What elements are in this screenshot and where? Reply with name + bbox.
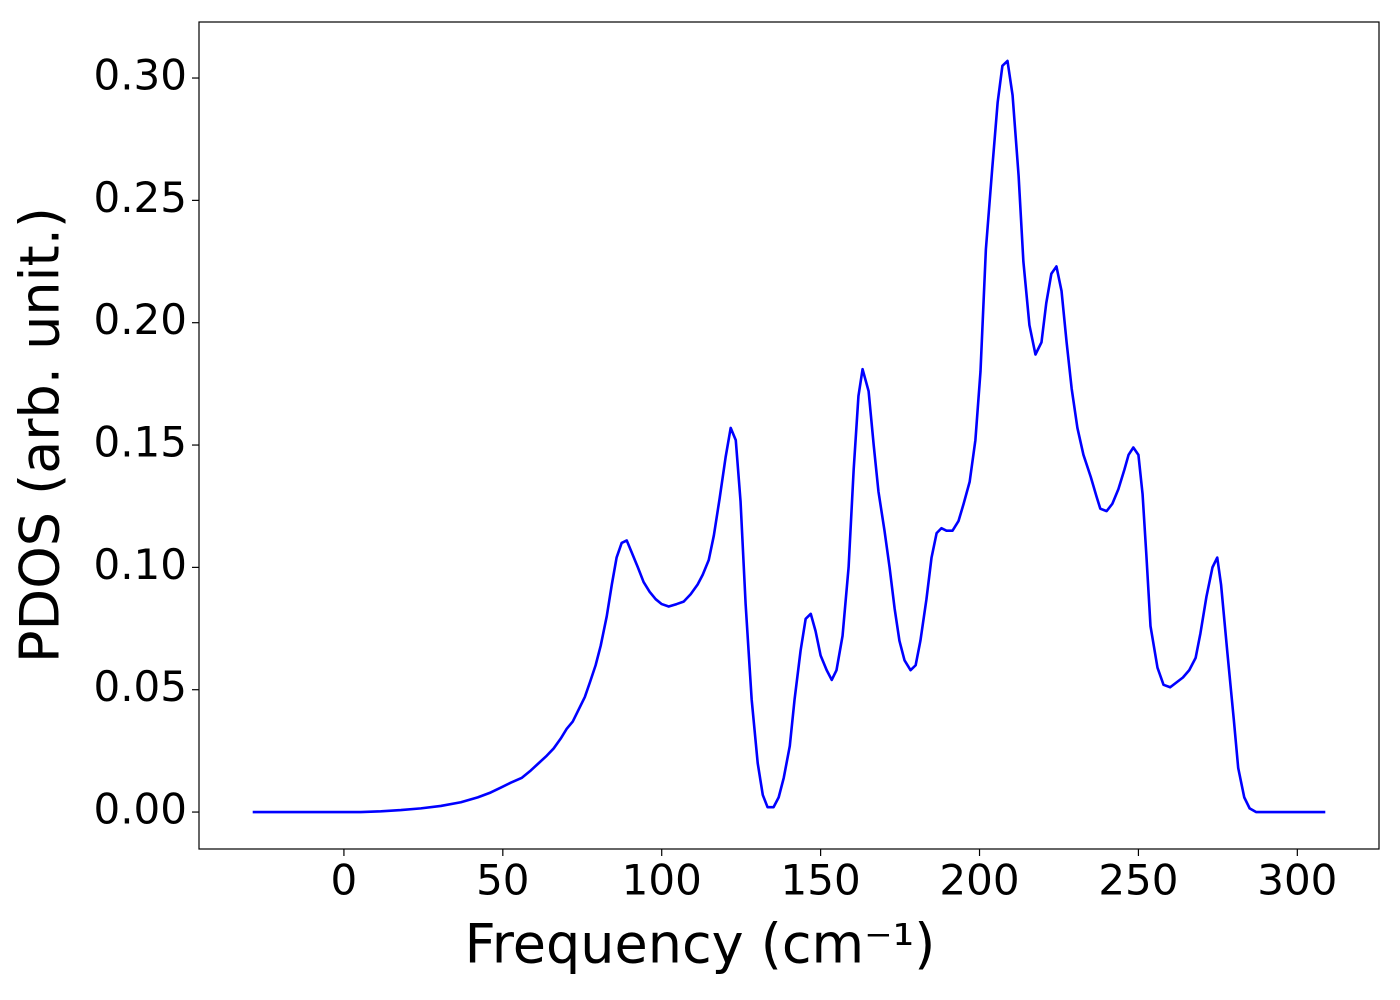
- x-tick-label: 200: [939, 856, 1019, 905]
- plot-frame: [198, 21, 1380, 850]
- x-tick-label: 250: [1098, 856, 1178, 905]
- x-tick-label: 150: [781, 856, 861, 905]
- x-tick-label: 100: [622, 856, 702, 905]
- x-tick-label: 300: [1257, 856, 1337, 905]
- x-tick-label: 50: [476, 856, 529, 905]
- data-line: [252, 59, 1326, 814]
- y-tick-label: 0.20: [93, 295, 187, 344]
- y-axis-label: PDOS (arb. unit.): [9, 207, 72, 663]
- y-tick-label: 0.15: [93, 418, 187, 467]
- x-axis-label: Frequency (cm⁻¹): [465, 913, 936, 976]
- y-tick-label: 0.25: [93, 173, 187, 222]
- y-tick-label: 0.05: [93, 662, 187, 711]
- x-tick-label: 0: [331, 856, 358, 905]
- y-tick-label: 0.30: [93, 51, 187, 100]
- y-tick-label: 0.00: [93, 785, 187, 834]
- y-tick-label: 0.10: [93, 540, 187, 589]
